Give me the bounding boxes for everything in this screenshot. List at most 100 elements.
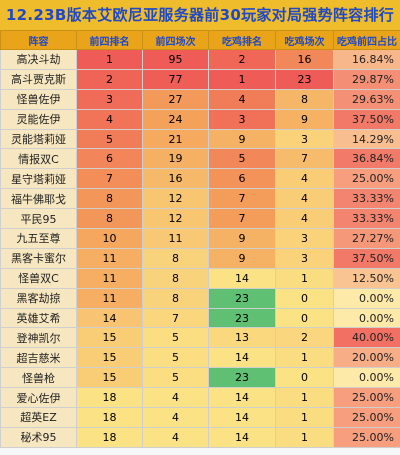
top4-games-cell: 5 <box>142 367 209 389</box>
top4-games-cell: 19 <box>142 148 209 170</box>
lineup-name-cell: 星守塔莉娅 <box>0 168 77 190</box>
header-lineup: 阵容 <box>0 30 77 50</box>
win-games-cell: 1 <box>275 267 334 289</box>
top4-games-cell: 7 <box>142 307 209 329</box>
table-row: 九五至尊 10 11 9 3 27.27% <box>0 228 400 249</box>
win-games-cell: 8 <box>275 88 334 110</box>
win-top4-ratio-cell: 40.00% <box>333 327 400 349</box>
top4-games-cell: 77 <box>142 68 209 90</box>
top4-rank-cell: 15 <box>76 327 143 349</box>
win-rank-cell: 2 <box>208 49 276 70</box>
win-games-cell: 4 <box>275 208 334 230</box>
win-rank-cell: 13 <box>208 327 276 349</box>
win-top4-ratio-cell: 0.00% <box>333 307 400 329</box>
win-games-cell: 1 <box>275 387 334 409</box>
lineup-name-cell: 平民95 <box>0 208 77 230</box>
top4-games-cell: 12 <box>142 188 209 210</box>
lineup-name-cell: 灵能佐伊 <box>0 108 77 130</box>
header-win-top4-ratio: 吃鸡前四占比 <box>333 30 400 50</box>
win-top4-ratio-cell: 25.00% <box>333 387 400 409</box>
win-top4-ratio-cell: 25.00% <box>333 407 400 428</box>
page-title: 12.23B版本艾欧尼亚服务器前30玩家对局强势阵容排行 <box>0 0 400 30</box>
lineup-name-cell: 秘术95 <box>0 426 77 448</box>
table-row: 登神凯尔 15 5 13 2 40.00% <box>0 327 400 349</box>
win-top4-ratio-cell: 14.29% <box>333 128 400 150</box>
top4-rank-cell: 2 <box>76 68 143 90</box>
lineup-name-cell: 情报双C <box>0 148 77 170</box>
win-rank-cell: 14 <box>208 426 276 448</box>
win-rank-cell: 23 <box>208 367 276 389</box>
win-top4-ratio-cell: 20.00% <box>333 347 400 369</box>
top4-rank-cell: 11 <box>76 267 143 289</box>
top4-games-cell: 95 <box>142 49 209 70</box>
win-top4-ratio-cell: 29.87% <box>333 68 400 90</box>
table-row: 超吉慈米 15 5 14 1 20.00% <box>0 347 400 369</box>
win-top4-ratio-cell: 29.63% <box>333 88 400 110</box>
lineup-name-cell: 黑客卡蜜尔 <box>0 247 77 269</box>
top4-rank-cell: 18 <box>76 407 143 428</box>
lineup-name-cell: 黑客劫掠 <box>0 287 77 309</box>
win-games-cell: 2 <box>275 327 334 349</box>
win-rank-cell: 23 <box>208 307 276 329</box>
lineup-name-cell: 高决斗劫 <box>0 49 77 70</box>
table-row: 爱心佐伊 18 4 14 1 25.00% <box>0 387 400 409</box>
top4-rank-cell: 4 <box>76 108 143 130</box>
top4-games-cell: 8 <box>142 247 209 269</box>
top4-rank-cell: 10 <box>76 228 143 249</box>
top4-games-cell: 8 <box>142 267 209 289</box>
table-row: 情报双C 6 19 5 7 36.84% <box>0 148 400 170</box>
header-win-games: 吃鸡场次 <box>275 30 334 50</box>
table-row: 平民95 8 12 7 4 33.33% <box>0 208 400 230</box>
header-top4-rank: 前四排名 <box>76 30 143 50</box>
table-row: 高决斗劫 1 95 2 16 16.84% <box>0 49 400 70</box>
table-row: 福牛佛耶戈 8 12 7 4 33.33% <box>0 188 400 210</box>
table-row: 怪兽佐伊 3 27 4 8 29.63% <box>0 88 400 110</box>
table-body: 高决斗劫 1 95 2 16 16.84% 高斗贾克斯 2 77 1 23 29.87% 怪兽佐伊 3 27… <box>0 49 400 448</box>
win-rank-cell: 14 <box>208 407 276 428</box>
win-games-cell: 4 <box>275 188 334 210</box>
top4-games-cell: 27 <box>142 88 209 110</box>
win-top4-ratio-cell: 25.00% <box>333 168 400 190</box>
table-row: 怪兽枪 15 5 23 0 0.00% <box>0 367 400 389</box>
win-games-cell: 0 <box>275 307 334 329</box>
win-games-cell: 1 <box>275 347 334 369</box>
table-row: 黑客劫掠 11 8 23 0 0.00% <box>0 287 400 309</box>
win-rank-cell: 9 <box>208 128 276 150</box>
lineup-name-cell: 怪兽枪 <box>0 367 77 389</box>
top4-rank-cell: 1 <box>76 49 143 70</box>
lineup-name-cell: 爱心佐伊 <box>0 387 77 409</box>
lineup-name-cell: 英雄艾希 <box>0 307 77 329</box>
win-top4-ratio-cell: 37.50% <box>333 247 400 269</box>
lineup-name-cell: 福牛佛耶戈 <box>0 188 77 210</box>
top4-games-cell: 4 <box>142 387 209 409</box>
win-top4-ratio-cell: 25.00% <box>333 426 400 448</box>
win-rank-cell: 1 <box>208 68 276 90</box>
win-top4-ratio-cell: 33.33% <box>333 208 400 230</box>
top4-games-cell: 4 <box>142 426 209 448</box>
win-rank-cell: 7 <box>208 188 276 210</box>
lineup-name-cell: 登神凯尔 <box>0 327 77 349</box>
top4-rank-cell: 8 <box>76 188 143 210</box>
top4-rank-cell: 15 <box>76 347 143 369</box>
top4-rank-cell: 15 <box>76 367 143 389</box>
win-rank-cell: 14 <box>208 267 276 289</box>
win-rank-cell: 14 <box>208 387 276 409</box>
win-games-cell: 4 <box>275 168 334 190</box>
win-rank-cell: 23 <box>208 287 276 309</box>
win-top4-ratio-cell: 36.84% <box>333 148 400 170</box>
win-games-cell: 0 <box>275 367 334 389</box>
win-games-cell: 3 <box>275 228 334 249</box>
win-rank-cell: 9 <box>208 228 276 249</box>
table-row: 星守塔莉娅 7 16 6 4 25.00% <box>0 168 400 190</box>
lineup-name-cell: 超英EZ <box>0 407 77 428</box>
table-row: 超英EZ 18 4 14 1 25.00% <box>0 407 400 428</box>
win-top4-ratio-cell: 16.84% <box>333 49 400 70</box>
win-rank-cell: 6 <box>208 168 276 190</box>
win-top4-ratio-cell: 27.27% <box>333 228 400 249</box>
header-top4-games: 前四场次 <box>142 30 209 50</box>
win-rank-cell: 7 <box>208 208 276 230</box>
table-row: 高斗贾克斯 2 77 1 23 29.87% <box>0 68 400 90</box>
win-games-cell: 23 <box>275 68 334 90</box>
win-top4-ratio-cell: 0.00% <box>333 287 400 309</box>
